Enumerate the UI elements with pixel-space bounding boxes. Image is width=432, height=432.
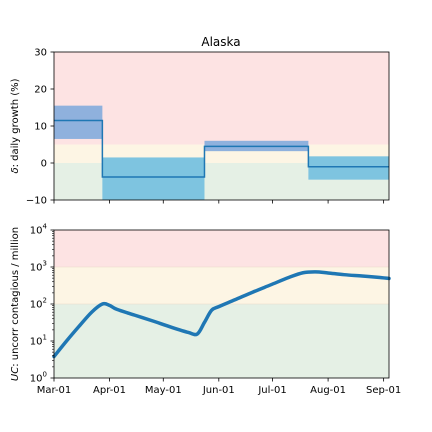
contagious-panel: 100 101 102 103 104 Mar-01 Apr-01 May-01 Jun-01 J… xyxy=(30,223,401,397)
y-tick-label: 100 xyxy=(30,371,47,385)
x-tick-label: Aug-01 xyxy=(310,385,346,396)
y-tick-label: 20 xyxy=(34,85,47,96)
contagious-curve xyxy=(52,270,391,359)
uncertainty-band-2 xyxy=(102,157,205,200)
y-tick-label: 102 xyxy=(30,297,47,311)
y-tick-label: 104 xyxy=(30,223,48,237)
y-tick-label: 103 xyxy=(30,260,47,274)
y-tick-label: 30 xyxy=(34,48,47,59)
growth-y-axis-label: δ: daily growth (%) xyxy=(10,78,21,173)
y-tick-label: 10 xyxy=(34,122,47,133)
growth-step-line xyxy=(54,119,389,178)
y-tick-label: 0 xyxy=(41,159,47,170)
contagious-y-axis-label: UC: uncorr contagious / million xyxy=(10,227,21,381)
x-tick-label: Jun-01 xyxy=(202,385,235,396)
chart-title: Alaska xyxy=(201,35,240,49)
zone-red xyxy=(54,52,389,145)
zone-green xyxy=(54,304,389,378)
x-tick-label: Apr-01 xyxy=(93,385,126,396)
x-tick-label: Jul-01 xyxy=(257,385,286,396)
zone-red xyxy=(54,230,389,267)
x-tick-label: May-01 xyxy=(145,385,182,396)
uncertainty-band-4 xyxy=(308,156,389,180)
y-tick-label: 101 xyxy=(30,334,47,348)
growth-panel: −10 0 10 20 30 xyxy=(26,48,390,207)
x-tick-label: Sep-01 xyxy=(366,385,401,396)
y-tick-label: −10 xyxy=(26,196,47,207)
x-tick-label: Mar-01 xyxy=(37,385,72,396)
uncertainty-band-1 xyxy=(54,105,103,139)
